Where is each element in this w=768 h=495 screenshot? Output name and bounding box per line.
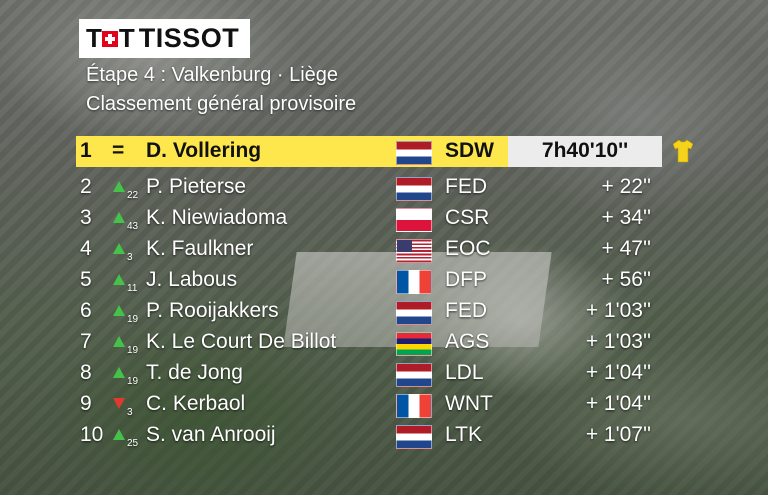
team-code: AGS [445, 330, 490, 353]
rider-name: K. Le Court De Billot [146, 330, 337, 353]
rider-name: P. Pieterse [146, 175, 247, 198]
rider-name: K. Niewiadoma [146, 206, 288, 229]
time-gap: + 22'' [601, 175, 651, 198]
position-up-arrow-icon [113, 429, 125, 440]
team-code: LDL [445, 361, 484, 384]
classification-subtitle: Classement général provisoire [86, 93, 357, 115]
rank: 7 [80, 330, 92, 353]
position-up-arrow-icon [113, 274, 125, 285]
position-up-arrow-icon [113, 336, 125, 347]
rider-name: J. Labous [146, 268, 238, 291]
flag-netherlands-icon [396, 177, 432, 201]
rider-name: S. van Anrooij [146, 423, 276, 446]
rank: 6 [80, 299, 92, 322]
position-up-arrow-icon [113, 181, 125, 192]
rank: 9 [80, 392, 92, 415]
team-code: WNT [445, 392, 493, 415]
position-change: 11 [127, 283, 138, 294]
rider-name: C. Kerbaol [146, 392, 246, 415]
flag-canton [397, 240, 412, 252]
standings-row: 4 3 K. Faulkner EOC + 47'' [0, 234, 768, 264]
standings-row: 6 19 P. Rooijakkers FED + 1'03'' [0, 296, 768, 326]
rider-name: D. Vollering [146, 139, 262, 162]
rank: 4 [80, 237, 92, 260]
flag-netherlands-icon [396, 363, 432, 387]
position-change: 22 [127, 190, 139, 201]
time-gap: + 1'04'' [585, 392, 651, 415]
leader-time-box [508, 136, 662, 167]
position-up-arrow-icon [113, 367, 125, 378]
flag-netherlands-icon [396, 301, 432, 325]
position-unchanged: = [112, 139, 125, 162]
flag-poland-icon [396, 208, 432, 232]
standings-row-leader: 1 = D. Vollering SDW 7h40'10'' [0, 136, 768, 166]
position-change: 43 [127, 221, 139, 232]
time-gap: + 1'07'' [585, 423, 651, 446]
rank: 2 [80, 175, 92, 198]
team-code: EOC [445, 237, 491, 260]
team-code: SDW [445, 139, 494, 162]
rank: 5 [80, 268, 92, 291]
position-change: 19 [127, 376, 139, 387]
standings-row: 7 19 K. Le Court De Billot AGS + 1'03'' [0, 327, 768, 357]
team-code: FED [445, 299, 487, 322]
team-code: LTK [445, 423, 482, 446]
standings-row: 5 11 J. Labous DFP + 56'' [0, 265, 768, 295]
rider-name: P. Rooijakkers [146, 299, 279, 322]
time-gap: + 56'' [601, 268, 651, 291]
time-gap: + 1'03'' [585, 330, 651, 353]
position-down-arrow-icon [113, 398, 125, 409]
overall-time: 7h40'10'' [541, 139, 629, 162]
position-change: 19 [127, 345, 139, 356]
rider-name: K. Faulkner [146, 237, 254, 260]
position-change: 3 [127, 407, 133, 418]
position-up-arrow-icon [113, 212, 125, 223]
position-change: 3 [127, 252, 133, 263]
position-up-arrow-icon [113, 243, 125, 254]
flag-mauritius-icon [396, 332, 432, 356]
time-gap: + 34'' [601, 206, 651, 229]
position-change: 25 [127, 438, 139, 449]
team-code: FED [445, 175, 487, 198]
flag-netherlands-icon [396, 141, 432, 165]
rank: 1 [80, 139, 92, 162]
standings-row: 3 43 K. Niewiadoma CSR + 34'' [0, 203, 768, 233]
rank: 3 [80, 206, 92, 229]
standings-row: 10 25 S. van Anrooij LTK + 1'07'' [0, 420, 768, 450]
standings-row: 2 22 P. Pieterse FED + 22'' [0, 172, 768, 202]
yellow-jersey-icon [673, 139, 693, 163]
standings-row: 9 3 C. Kerbaol WNT + 1'04'' [0, 389, 768, 419]
leader-highlight-bar [76, 136, 508, 167]
time-gap: + 1'04'' [585, 361, 651, 384]
time-gap: + 1'03'' [585, 299, 651, 322]
flag-france-icon [396, 394, 432, 418]
team-code: DFP [445, 268, 487, 291]
stage-title: Étape 4 : Valkenburg · Liège [86, 64, 339, 86]
flag-netherlands-icon [396, 425, 432, 449]
sponsor-name: TISSOT [138, 23, 240, 53]
position-change: 19 [127, 314, 139, 325]
flag-usa-icon [396, 239, 432, 263]
rank: 10 [80, 423, 104, 446]
rank: 8 [80, 361, 92, 384]
time-gap: + 47'' [601, 237, 651, 260]
team-code: CSR [445, 206, 490, 229]
standings-row: 8 19 T. de Jong LDL + 1'04'' [0, 358, 768, 388]
flag-france-icon [396, 270, 432, 294]
position-up-arrow-icon [113, 305, 125, 316]
rider-name: T. de Jong [146, 361, 243, 384]
